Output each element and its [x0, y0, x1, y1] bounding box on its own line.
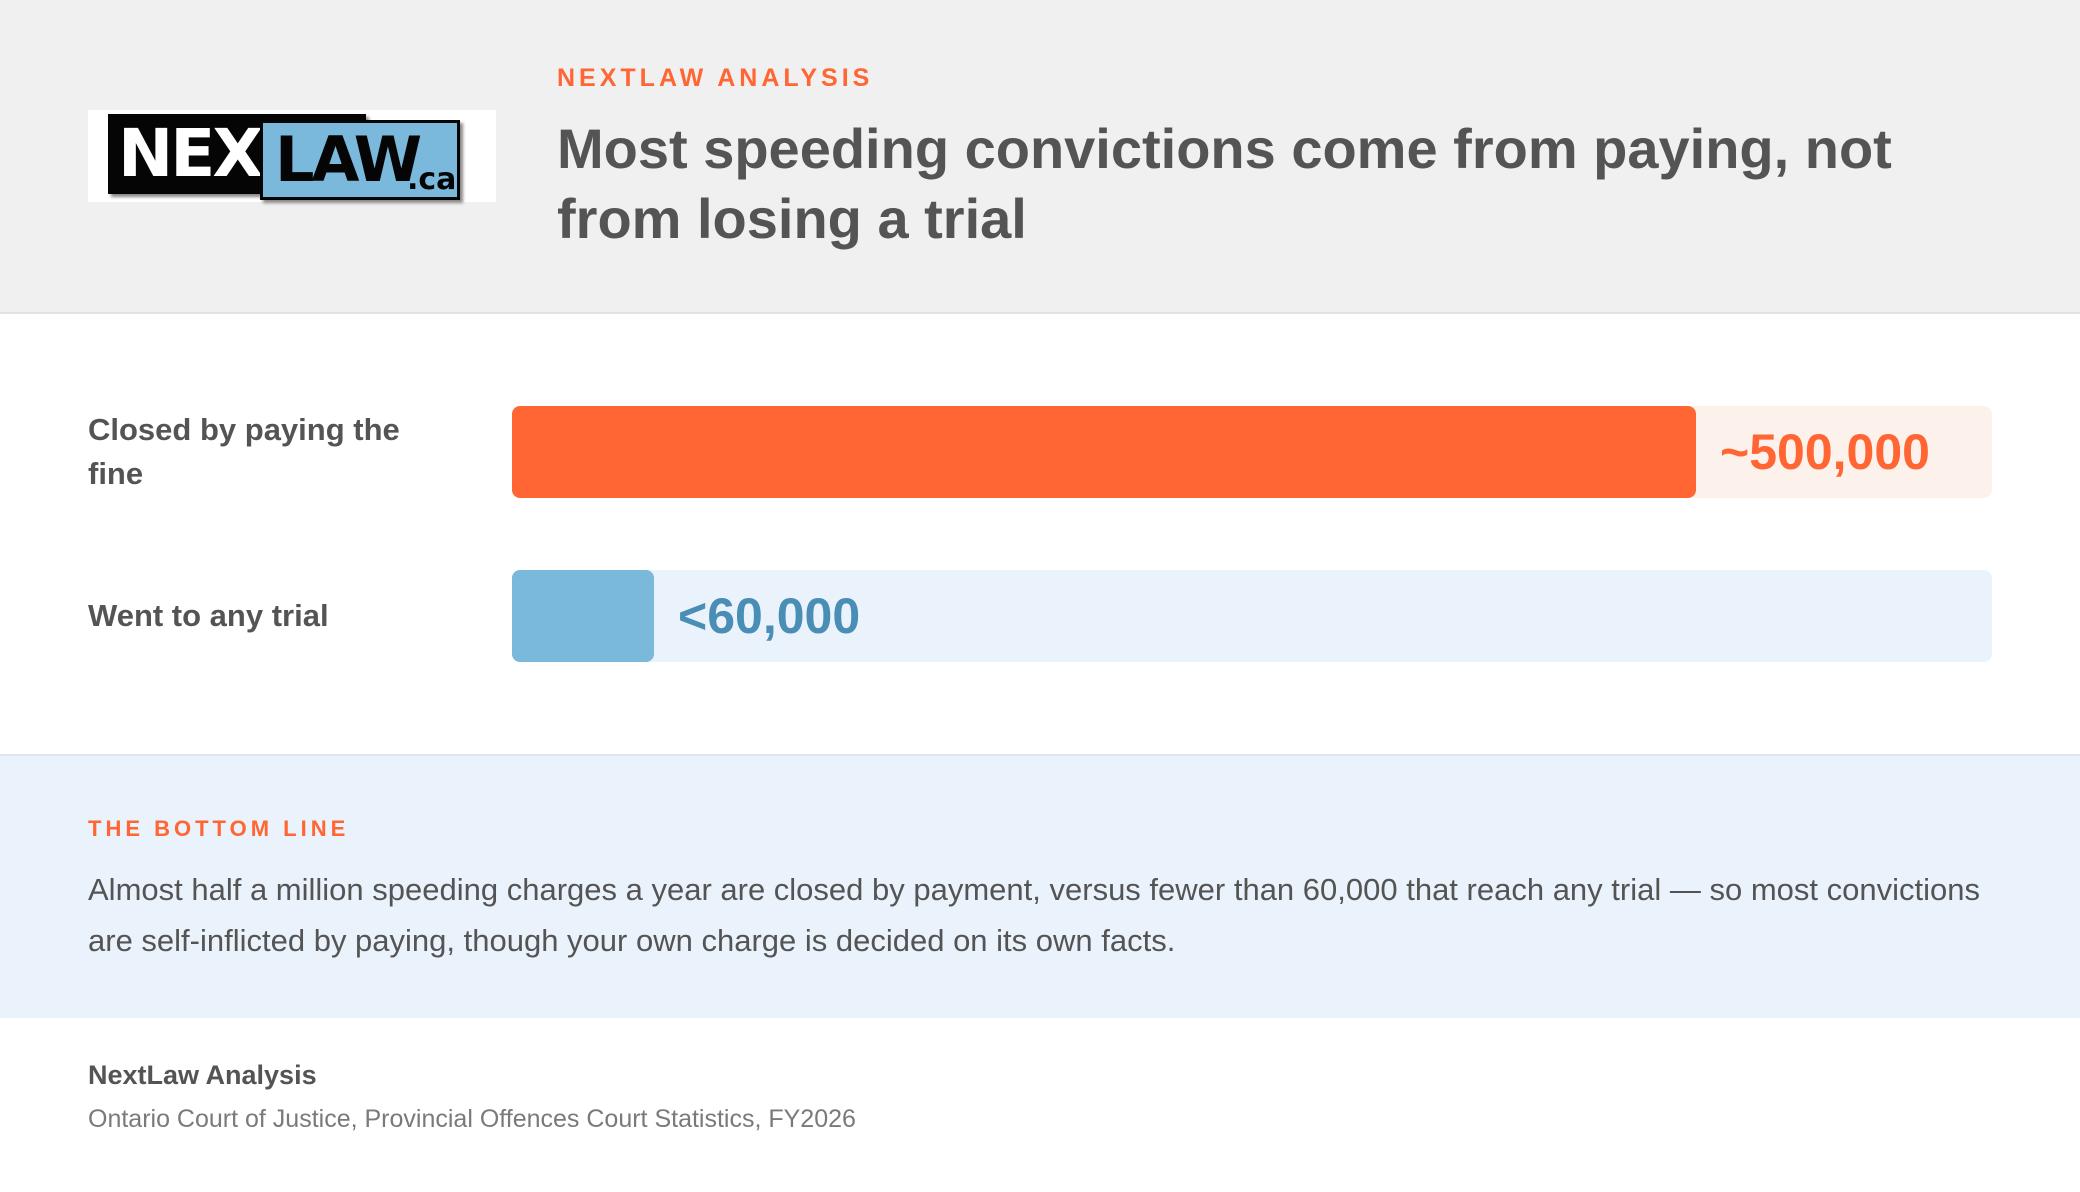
category-label: Closed by paying the fine [88, 412, 400, 491]
value-label: ~500,000 [1720, 424, 1930, 480]
logo-law-text: LAW [275, 123, 422, 196]
source-citation: Ontario Court of Justice, Provincial Off… [88, 1105, 856, 1133]
value-label: <60,000 [678, 588, 861, 644]
header: NEXT LAW .ca NEXTLAW ANALYSIS Most speed… [0, 0, 2080, 314]
category-label: Went to any trial [88, 598, 329, 633]
bottom-line-kicker: THE BOTTOM LINE [88, 816, 350, 841]
bottom-line-panel: THE BOTTOM LINE Almost half a million sp… [0, 754, 2080, 1018]
bottom-line-text: Almost half a million speeding charges a… [88, 872, 1980, 958]
header-kicker: NEXTLAW ANALYSIS [557, 64, 874, 92]
page-title: Most speeding convictions come from payi… [557, 117, 1892, 250]
logo-ca-text: .ca [407, 162, 457, 197]
bar [512, 406, 1696, 498]
logo-law: LAW .ca [260, 120, 460, 200]
bar-track: ~500,000 [512, 406, 1992, 498]
source-title: NextLaw Analysis [88, 1060, 317, 1090]
nextlaw-logo: NEXT LAW .ca [88, 110, 496, 202]
bar-track: <60,000 [512, 570, 1992, 662]
bar-chart: Closed by paying the fine ~500,000 Went … [0, 314, 2080, 754]
bar [512, 570, 654, 662]
